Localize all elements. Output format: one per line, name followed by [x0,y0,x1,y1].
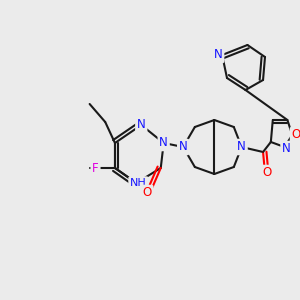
Text: N: N [159,136,168,149]
Text: F: F [92,161,99,175]
Text: O: O [262,167,272,179]
Text: N: N [237,140,246,154]
Text: N: N [179,140,188,154]
Text: O: O [292,128,300,142]
Text: N: N [137,118,146,131]
Text: N: N [214,49,223,62]
Text: NH: NH [130,178,147,188]
Text: O: O [142,187,152,200]
Text: N: N [282,142,291,155]
